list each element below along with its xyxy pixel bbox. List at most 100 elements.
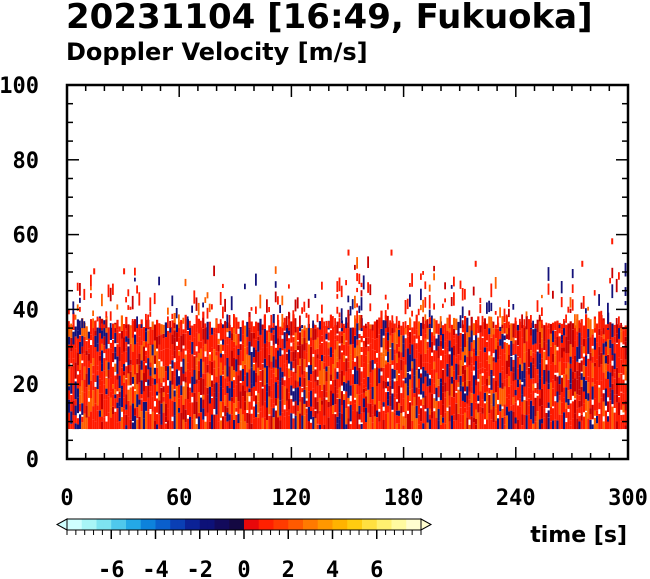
echo-cell (323, 355, 326, 363)
echo-cell (215, 414, 218, 430)
echo-cell (248, 329, 251, 342)
echo-cell (290, 346, 293, 352)
echo-cell (602, 320, 605, 329)
echo-cell (184, 382, 187, 399)
echo-cell (516, 330, 519, 346)
echo-cell (398, 415, 401, 424)
echo-cell (327, 321, 330, 329)
echo-cell (448, 328, 451, 333)
echo-cell (365, 422, 368, 430)
echo-cell (340, 308, 343, 321)
echo-cell (613, 412, 616, 430)
echo-cell (472, 417, 475, 423)
echo-cell (607, 364, 610, 372)
echo-cell (411, 368, 414, 379)
echo-cell (125, 404, 128, 410)
echo-cell (556, 368, 559, 373)
echo-cell (120, 417, 123, 430)
echo-cell (389, 424, 392, 430)
echo-cell (492, 334, 495, 349)
echo-cell (620, 347, 623, 360)
echo-cell (615, 367, 618, 376)
echo-cell (624, 325, 627, 337)
echo-cell (164, 337, 167, 349)
echo-cell (237, 375, 240, 391)
echo-cell (424, 333, 427, 339)
echo-cell (74, 362, 77, 379)
echo-cell (285, 374, 288, 389)
echo-cell (393, 421, 396, 429)
echo-cell (576, 361, 579, 371)
echo-cell (241, 381, 244, 386)
echo-cell (433, 383, 436, 395)
echo-cell (167, 385, 170, 394)
echo-cell (433, 361, 436, 370)
echo-cell (369, 303, 372, 312)
echo-cell (294, 327, 297, 333)
echo-cell (338, 373, 341, 388)
echo-cell (299, 326, 302, 332)
echo-cell (446, 330, 449, 340)
echo-cell (360, 336, 363, 343)
echo-cell (591, 386, 594, 400)
echo-cell (272, 314, 275, 330)
echo-cell (556, 402, 559, 421)
echo-cell (321, 400, 324, 405)
colorbar-swatch (67, 519, 75, 530)
echo-cell (347, 398, 350, 405)
echo-cell (316, 401, 319, 414)
echo-cell (195, 357, 198, 366)
echo-cell (538, 389, 541, 399)
echo-cell (609, 277, 611, 284)
echo-cell (567, 379, 570, 391)
echo-cell (413, 321, 416, 335)
echo-cell (593, 362, 596, 367)
echo-cell (244, 401, 247, 410)
echo-cell (241, 385, 244, 396)
echo-cell (600, 402, 603, 412)
echo-cell (497, 377, 500, 387)
echo-cell (268, 332, 271, 342)
echo-cell (301, 397, 304, 416)
echo-cell (250, 321, 253, 333)
echo-cell (268, 354, 271, 368)
echo-cell (160, 412, 163, 425)
echo-cell (336, 362, 339, 369)
echo-cell (453, 339, 456, 346)
echo-cell (448, 332, 451, 341)
echo-cell (538, 317, 541, 332)
echo-cell (402, 343, 405, 357)
echo-cell (468, 380, 471, 392)
echo-cell (376, 362, 379, 368)
echo-cell (81, 353, 84, 361)
echo-cell (571, 329, 574, 347)
echo-cell (184, 377, 187, 383)
echo-cell (94, 421, 97, 430)
echo-cell (560, 281, 563, 294)
colorbar-tick-label: -6 (98, 558, 125, 579)
echo-cell (387, 303, 389, 310)
echo-cell (94, 403, 97, 422)
echo-cell (255, 382, 258, 391)
echo-cell (387, 412, 390, 430)
echo-cell (299, 386, 302, 399)
echo-cell (206, 321, 209, 340)
echo-cell (129, 343, 132, 360)
echo-cell (116, 408, 119, 423)
echo-cell (285, 406, 288, 412)
echo-cell (576, 346, 579, 362)
echo-cell (534, 397, 537, 416)
echo-cell (426, 319, 429, 329)
echo-cell (318, 424, 321, 430)
echo-cell (226, 393, 229, 408)
echo-cell (259, 318, 262, 335)
echo-cell (112, 323, 115, 340)
echo-cell (442, 369, 445, 386)
echo-cell (158, 344, 161, 360)
echo-cell (277, 296, 279, 305)
echo-cell (622, 330, 625, 345)
echo-cell (310, 346, 313, 365)
echo-cell (283, 386, 286, 405)
echo-cell (261, 330, 264, 348)
echo-cell (492, 393, 495, 402)
